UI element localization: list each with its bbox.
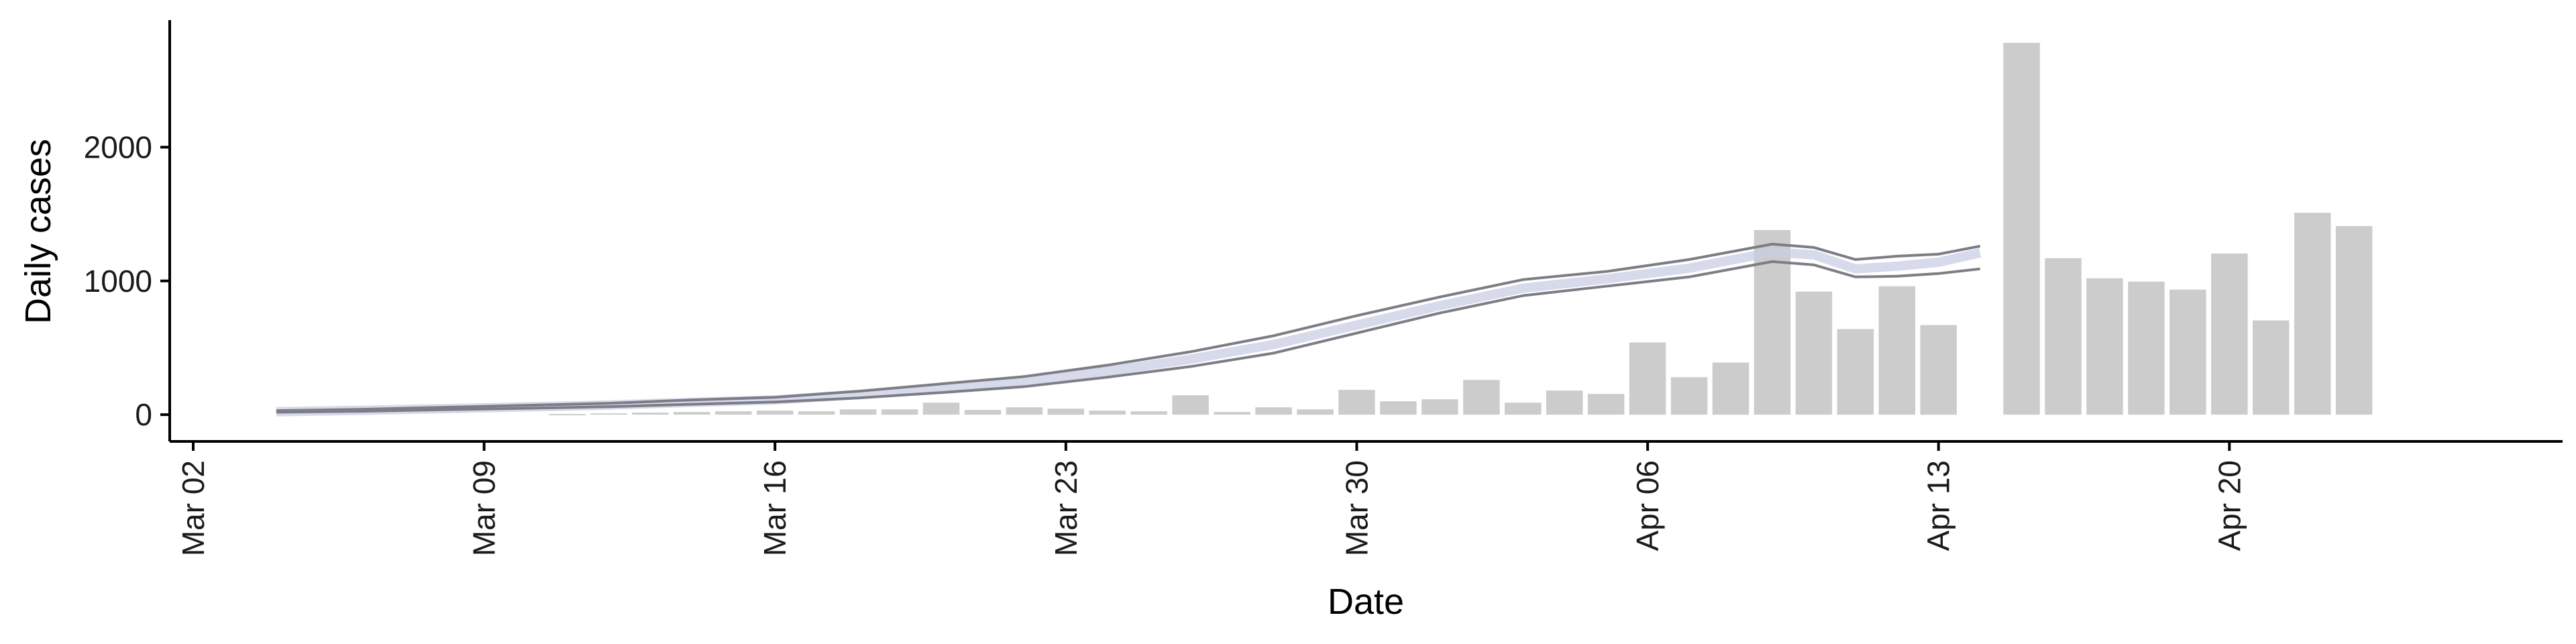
bar-2020-04-03 (1505, 402, 1542, 415)
x-axis-ticks: Mar 02 Mar 09 Mar 16 Mar 23 Mar 30 Apr 06 Apr … (176, 441, 2247, 556)
x-tick-label: Mar 02 (176, 460, 211, 556)
y-tick-label: 2000 (84, 129, 152, 164)
estimate-lower-line (276, 260, 1980, 414)
x-axis-title: Date (1328, 582, 1404, 622)
bar-2020-03-30 (1338, 390, 1375, 415)
observed-bars (549, 42, 2373, 416)
bar-2020-03-22 (1006, 407, 1043, 415)
y-tick-label: 0 (135, 397, 152, 432)
bar-2020-04-01 (1421, 399, 1458, 415)
bar-2020-03-28 (1255, 407, 1292, 415)
bar-2020-03-16 (757, 411, 794, 415)
y-axis-title: Daily cases (18, 139, 58, 324)
bar-2020-04-11 (1837, 329, 1874, 415)
bar-2020-04-23 (2335, 226, 2373, 415)
bar-2020-03-13 (632, 413, 669, 415)
bar-2020-04-16 (2045, 258, 2082, 415)
bar-2020-04-04 (1546, 390, 1583, 415)
bar-2020-04-15 (2003, 42, 2040, 415)
estimate-upper-line (276, 242, 1981, 413)
bar-2020-03-25 (1130, 411, 1167, 415)
bar-2020-04-07 (1670, 377, 1708, 415)
x-tick-label: Mar 30 (1340, 460, 1375, 556)
bar-2020-03-27 (1214, 412, 1250, 415)
bar-2020-04-22 (2294, 213, 2331, 415)
x-tick-label: Apr 20 (2212, 460, 2247, 551)
bar-2020-04-08 (1712, 362, 1750, 415)
bar-2020-03-21 (964, 410, 1002, 415)
bar-2020-03-23 (1047, 409, 1085, 415)
x-tick-label: Mar 23 (1049, 460, 1083, 556)
bar-2020-03-29 (1297, 409, 1334, 415)
bar-2020-03-17 (798, 411, 835, 415)
estimate-band (276, 242, 1982, 417)
bar-2020-04-05 (1587, 394, 1625, 415)
bar-2020-04-17 (2086, 278, 2123, 415)
bar-2020-04-06 (1629, 342, 1666, 415)
bar-2020-04-19 (2169, 289, 2206, 415)
bar-2020-04-12 (1878, 286, 1915, 415)
y-tick-label: 1000 (84, 264, 152, 299)
x-tick-label: Mar 16 (757, 460, 792, 556)
bar-2020-03-26 (1172, 395, 1209, 415)
bar-2020-03-19 (881, 409, 918, 415)
bar-2020-04-13 (1920, 325, 1957, 415)
bar-2020-04-02 (1463, 380, 1500, 415)
x-tick-label: Apr 13 (1921, 460, 1956, 551)
bar-2020-03-20 (922, 402, 960, 415)
estimate-center-line (276, 247, 1982, 417)
bar-2020-04-21 (2253, 320, 2290, 415)
bar-2020-03-24 (1089, 411, 1126, 415)
x-tick-label: Mar 09 (467, 460, 502, 556)
bar-2020-03-15 (715, 411, 752, 415)
x-tick-label: Apr 06 (1630, 460, 1665, 551)
bar-2020-04-18 (2128, 281, 2165, 415)
bar-2020-03-31 (1380, 401, 1417, 415)
bar-2020-03-11 (549, 414, 586, 416)
bar-2020-04-20 (2211, 253, 2248, 415)
bar-2020-03-18 (839, 409, 877, 415)
bar-2020-04-10 (1795, 291, 1833, 415)
y-axis-ticks: 0 1000 2000 (84, 129, 170, 432)
bar-2020-03-14 (674, 412, 710, 415)
bar-2020-03-12 (590, 413, 627, 415)
